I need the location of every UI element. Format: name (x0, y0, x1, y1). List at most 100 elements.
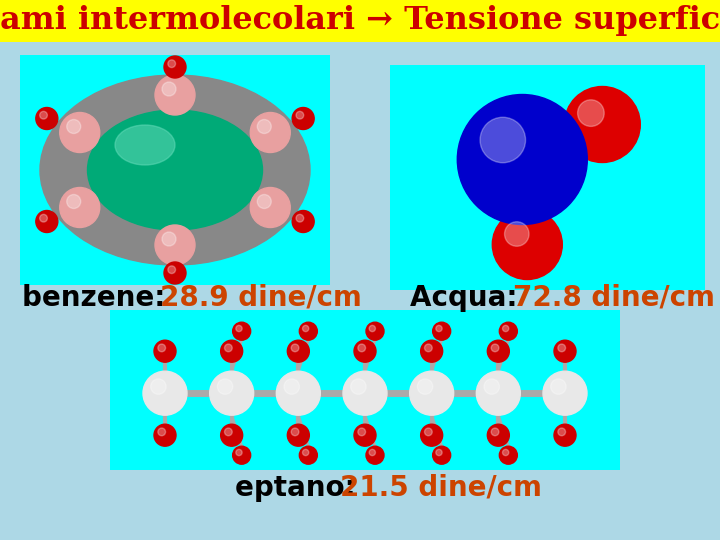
Text: 21.5 dine/cm: 21.5 dine/cm (340, 474, 542, 502)
Circle shape (36, 211, 58, 233)
Circle shape (558, 344, 565, 352)
Circle shape (164, 262, 186, 284)
Circle shape (484, 379, 500, 394)
Circle shape (491, 428, 499, 436)
Circle shape (164, 56, 186, 78)
Ellipse shape (115, 125, 175, 165)
Circle shape (302, 449, 309, 456)
Bar (20, 55, 330, 285)
Circle shape (225, 428, 233, 436)
Circle shape (162, 232, 176, 246)
Circle shape (366, 446, 384, 464)
Circle shape (354, 424, 376, 446)
Circle shape (366, 322, 384, 340)
Circle shape (418, 379, 433, 394)
Circle shape (143, 371, 187, 415)
Circle shape (558, 428, 565, 436)
Circle shape (168, 60, 176, 68)
Circle shape (420, 340, 443, 362)
Circle shape (257, 194, 271, 208)
Circle shape (410, 371, 454, 415)
Circle shape (487, 340, 509, 362)
Circle shape (60, 187, 100, 227)
Circle shape (150, 379, 166, 394)
Circle shape (251, 187, 290, 227)
Circle shape (354, 340, 376, 362)
Bar (390, 65, 705, 290)
Circle shape (291, 428, 299, 436)
Circle shape (210, 371, 253, 415)
Circle shape (251, 112, 290, 152)
Circle shape (369, 325, 375, 332)
Circle shape (291, 344, 299, 352)
Text: benzene:: benzene: (22, 284, 175, 312)
Circle shape (296, 111, 304, 119)
Circle shape (492, 210, 562, 280)
Circle shape (369, 449, 375, 456)
Text: 28.9 dine/cm: 28.9 dine/cm (160, 284, 362, 312)
Circle shape (503, 325, 509, 332)
Circle shape (505, 222, 529, 246)
Circle shape (233, 322, 251, 340)
Circle shape (425, 428, 432, 436)
Circle shape (351, 379, 366, 394)
Circle shape (158, 428, 166, 436)
Circle shape (491, 344, 499, 352)
Ellipse shape (40, 75, 310, 265)
Circle shape (67, 194, 81, 208)
Circle shape (154, 424, 176, 446)
Text: Acqua:: Acqua: (410, 284, 527, 312)
Circle shape (155, 75, 195, 115)
Circle shape (577, 100, 604, 126)
Circle shape (220, 424, 243, 446)
Circle shape (162, 82, 176, 96)
Circle shape (436, 449, 442, 456)
Circle shape (358, 344, 366, 352)
Circle shape (500, 446, 518, 464)
Circle shape (503, 449, 509, 456)
Circle shape (487, 424, 509, 446)
Circle shape (158, 344, 166, 352)
Circle shape (358, 428, 366, 436)
Circle shape (40, 214, 48, 222)
Circle shape (155, 225, 195, 265)
Circle shape (564, 86, 640, 163)
Circle shape (433, 322, 451, 340)
Circle shape (154, 340, 176, 362)
Text: eptano:: eptano: (235, 474, 365, 502)
Circle shape (480, 117, 526, 163)
Circle shape (292, 107, 314, 130)
Circle shape (217, 379, 233, 394)
Circle shape (420, 424, 443, 446)
Circle shape (236, 449, 242, 456)
Circle shape (36, 107, 58, 130)
Text: 72.8 dine/cm: 72.8 dine/cm (513, 284, 715, 312)
Circle shape (300, 446, 318, 464)
Circle shape (225, 344, 233, 352)
Circle shape (287, 424, 310, 446)
Circle shape (436, 325, 442, 332)
Circle shape (257, 119, 271, 133)
Circle shape (302, 325, 309, 332)
Circle shape (60, 112, 100, 152)
Circle shape (276, 371, 320, 415)
Circle shape (233, 446, 251, 464)
Circle shape (343, 371, 387, 415)
Circle shape (284, 379, 300, 394)
Circle shape (220, 340, 243, 362)
Circle shape (554, 340, 576, 362)
Circle shape (296, 214, 304, 222)
Circle shape (543, 371, 587, 415)
Circle shape (168, 266, 176, 274)
Circle shape (500, 322, 518, 340)
Circle shape (433, 446, 451, 464)
Circle shape (40, 111, 48, 119)
Circle shape (236, 325, 242, 332)
Circle shape (477, 371, 521, 415)
Circle shape (457, 94, 588, 225)
Ellipse shape (88, 110, 263, 230)
Bar (110, 310, 620, 470)
Circle shape (287, 340, 310, 362)
Circle shape (300, 322, 318, 340)
Circle shape (292, 211, 314, 233)
